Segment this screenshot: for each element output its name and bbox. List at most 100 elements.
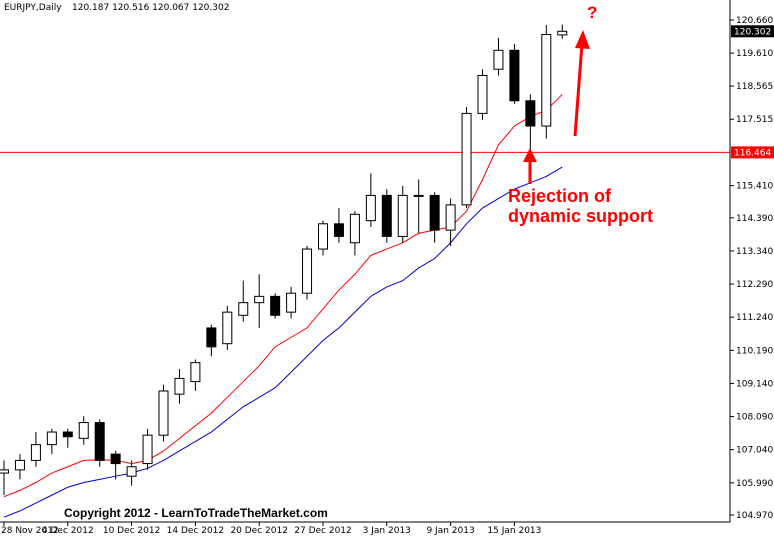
price-tick-label: 113.340 [736, 247, 773, 257]
candle [413, 179, 424, 234]
candle-body [190, 362, 201, 383]
candle [30, 432, 41, 467]
candle-body [94, 422, 105, 461]
time-tick-label: 15 Jan 2013 [487, 526, 541, 536]
candle [190, 359, 201, 392]
candle [286, 286, 297, 319]
candle-body [158, 390, 169, 436]
candle-body [270, 295, 281, 316]
price-axis: 120.660 119.610 118.565 117.515 115.410 114.3… [0, 0, 774, 523]
candle-body [126, 466, 137, 477]
rejection-annotation-line2: dynamic support [508, 206, 653, 226]
candle-body [142, 434, 153, 465]
candle-body [365, 194, 376, 222]
rejection-arrow-head [523, 148, 537, 162]
candle-body [78, 422, 89, 439]
price-tick-label: 117.515 [736, 115, 773, 125]
candle-body [0, 469, 9, 474]
candle [174, 368, 185, 404]
price-tick-label: 104.970 [736, 511, 773, 521]
candle-body [110, 453, 121, 465]
price-tick-label: 109.140 [736, 379, 773, 389]
time-tick-label: 9 Jan 2013 [426, 526, 474, 536]
candle [222, 305, 233, 350]
candle-body [238, 302, 249, 316]
time-tick-label: 28 Nov 2012 [1, 526, 59, 536]
time-tick-label: 27 Dec 2012 [294, 526, 352, 536]
candle-body [397, 194, 408, 237]
candle [94, 419, 105, 467]
question-mark-annotation: ? [587, 3, 597, 22]
candle [333, 208, 344, 243]
candle-body [222, 311, 233, 345]
candle [14, 454, 25, 480]
candle-body [461, 112, 472, 206]
candle [397, 185, 408, 243]
candle [477, 69, 488, 120]
time-tick-label: 10 Dec 2012 [103, 526, 161, 536]
candle [381, 189, 392, 243]
price-tick-label: 110.190 [736, 346, 773, 356]
candle [493, 37, 504, 76]
candle-body [429, 194, 440, 231]
candle [0, 460, 9, 496]
candle [110, 450, 121, 480]
support-price-box [731, 146, 774, 159]
candle [126, 460, 137, 486]
support-line-layer: 116.464 [0, 146, 774, 159]
candle-body [174, 377, 185, 395]
candle [461, 107, 472, 209]
annotations-layer: Rejection of dynamic support ? [508, 3, 653, 226]
price-tick-label: 114.390 [736, 214, 773, 224]
candle-body [286, 292, 297, 313]
candle [429, 192, 440, 243]
time-tick-label: 20 Dec 2012 [230, 526, 288, 536]
projection-arrow-shaft [573, 43, 584, 137]
time-tick-label: 4 Dec 2012 [42, 526, 94, 536]
price-tick-label: 120.660 [736, 16, 773, 26]
candle [158, 384, 169, 442]
projection-arrow-head [575, 30, 590, 49]
candle-body [509, 49, 520, 102]
candle-body [318, 223, 328, 250]
price-tick-label: 119.610 [736, 49, 773, 59]
candle [365, 173, 376, 227]
copyright-notice: Copyright 2012 - LearnToTradeTheMarket.c… [64, 506, 328, 520]
slow-moving-average-line [3, 166, 563, 518]
last-price-label: 120.302 [734, 27, 771, 37]
candle [238, 280, 249, 322]
candle [525, 94, 536, 155]
candle-body [206, 327, 217, 348]
candle [206, 324, 217, 357]
candles-layer [0, 24, 568, 496]
candle-body [413, 194, 424, 197]
candle-body [302, 248, 313, 294]
candle-body [62, 431, 73, 438]
candle-body [493, 49, 504, 70]
candle-body [477, 75, 488, 114]
chart-ohlc-values: 120.187 120.516 120.067 120.302 [72, 3, 229, 13]
price-tick-label: 105.990 [736, 479, 773, 489]
candle [46, 428, 57, 455]
candle-body [349, 213, 360, 244]
candle [349, 211, 360, 256]
price-tick-label: 108.090 [736, 413, 773, 423]
candle [509, 43, 520, 104]
chart-symbol-label: EURJPY,Daily [4, 3, 62, 13]
candle-body [14, 459, 25, 471]
candle [62, 428, 73, 448]
candle [142, 428, 153, 470]
candle [541, 25, 552, 139]
candle-body [254, 295, 265, 304]
candle [270, 293, 281, 319]
time-tick-label: 3 Jan 2013 [363, 526, 411, 536]
candle [254, 274, 265, 328]
price-tick-label: 107.040 [736, 446, 773, 456]
candle [557, 24, 568, 39]
candle-body [30, 444, 41, 461]
candle-body [541, 34, 552, 127]
candle-body [333, 223, 344, 237]
